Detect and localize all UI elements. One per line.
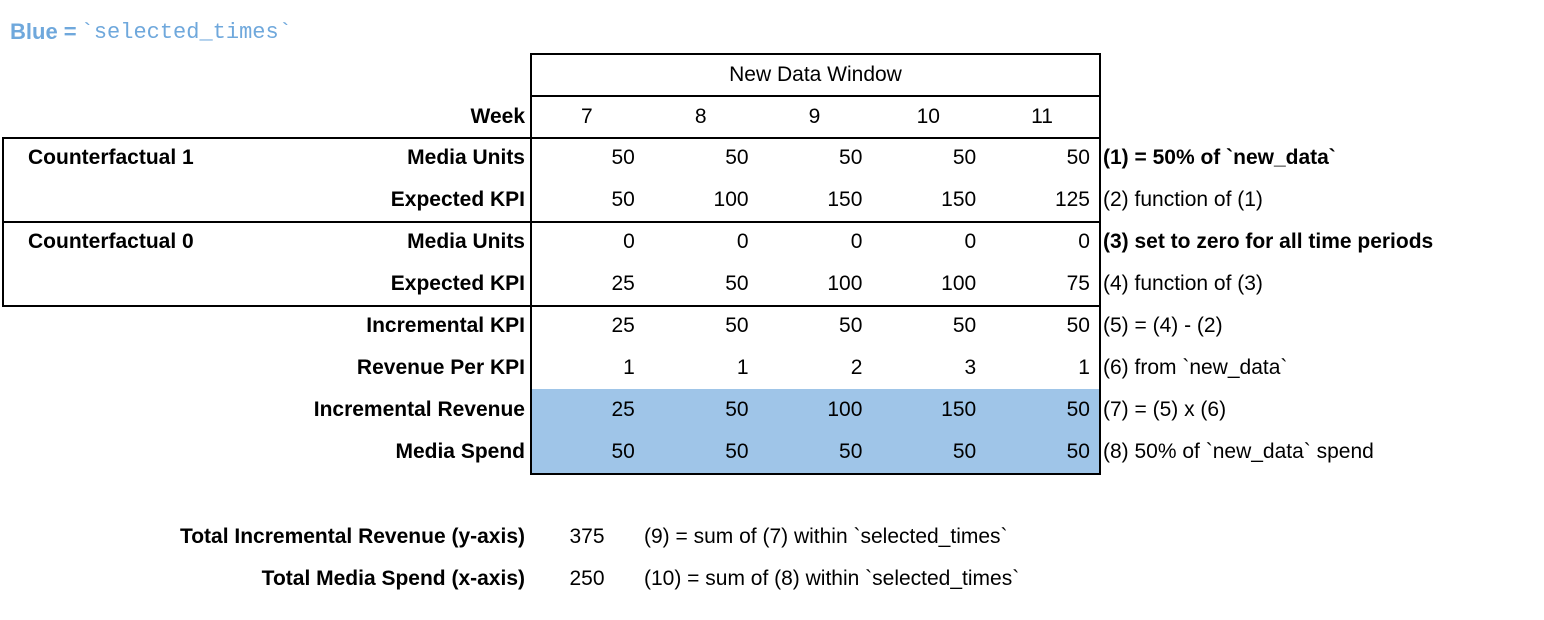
divider-cf0-derived — [532, 305, 1099, 307]
data-cell: 100 — [713, 188, 749, 211]
week-strip-borders — [530, 95, 1101, 139]
total-media-spend-label: Total Media Spend (x-axis) — [261, 567, 525, 590]
total-media-spend-value: 250 — [569, 567, 605, 590]
row-annotation-5: (5) = (4) - (2) — [1103, 314, 1223, 337]
data-cell: 50 — [725, 440, 749, 463]
data-cell: 2 — [850, 356, 863, 379]
row-label-expected-kpi: Expected KPI — [390, 272, 525, 295]
row-label-incremental-kpi: Incremental KPI — [366, 314, 525, 337]
data-cell: 50 — [839, 440, 863, 463]
week-cell: 10 — [916, 105, 940, 128]
data-cell: 125 — [1054, 188, 1090, 211]
total-incremental-revenue-label: Total Incremental Revenue (y-axis) — [179, 525, 525, 548]
data-cell: 50 — [839, 314, 863, 337]
week-cells: 7 8 9 10 11 — [530, 95, 1099, 139]
data-cell: 3 — [964, 356, 977, 379]
page-title-code: `selected_times` — [80, 19, 292, 45]
total-incremental-revenue-value: 375 — [569, 525, 605, 548]
data-cell: 150 — [941, 188, 977, 211]
data-cell: 50 — [725, 146, 749, 169]
data-cell: 50 — [725, 314, 749, 337]
data-cell: 100 — [827, 398, 863, 421]
data-cell: 50 — [839, 146, 863, 169]
data-cell: 100 — [941, 272, 977, 295]
data-cell: 50 — [725, 398, 749, 421]
data-cell: 1 — [736, 356, 749, 379]
row-annotation-2: (2) function of (1) — [1103, 188, 1263, 211]
row-label-media-spend: Media Spend — [395, 440, 525, 463]
row-annotation-6: (6) from `new_data` — [1103, 356, 1288, 379]
total-incremental-revenue-annotation: (9) = sum of (7) within `selected_times` — [644, 525, 1008, 548]
week-cell: 11 — [1031, 105, 1053, 128]
data-cell: 50 — [611, 440, 635, 463]
data-cell: 0 — [623, 230, 635, 253]
row-annotation-8: (8) 50% of `new_data` spend — [1103, 440, 1374, 463]
week-label: Week — [470, 105, 525, 128]
row-cells-expected-kpi: 50 100 150 150 125 — [530, 179, 1099, 221]
data-cell: 1 — [623, 356, 635, 379]
row-cells-incremental-revenue: 25 50 100 150 50 — [530, 389, 1099, 431]
row-cells-media-units: 0 0 0 0 0 — [530, 221, 1099, 263]
data-cell: 50 — [952, 146, 977, 169]
data-cell: 50 — [1066, 398, 1090, 421]
total-media-spend-annotation: (10) = sum of (8) within `selected_times… — [644, 567, 1020, 590]
row-cells-expected-kpi: 25 50 100 100 75 — [530, 263, 1099, 305]
data-cell: 1 — [1078, 356, 1090, 379]
row-cells-media-spend: 50 50 50 50 50 — [530, 431, 1099, 473]
data-cell: 50 — [952, 314, 977, 337]
row-label-media-units: Media Units — [407, 230, 525, 253]
week-cell: 7 — [581, 105, 593, 128]
data-cell: 100 — [827, 272, 863, 295]
new-data-window-header: New Data Window — [729, 63, 902, 86]
data-cell: 150 — [827, 188, 863, 211]
counterfactual-0-label: Counterfactual 0 — [28, 230, 194, 253]
row-label-revenue-per-kpi: Revenue Per KPI — [356, 356, 525, 379]
data-cell: 50 — [611, 146, 635, 169]
data-cell: 50 — [611, 188, 635, 211]
data-cell: 25 — [611, 314, 635, 337]
row-annotation-3: (3) set to zero for all time periods — [1103, 230, 1434, 253]
divider-cf1-cf0 — [532, 221, 1099, 223]
data-cell: 50 — [1066, 314, 1090, 337]
counterfactual-1-label: Counterfactual 1 — [28, 146, 194, 169]
row-cells-media-units: 50 50 50 50 50 — [530, 137, 1099, 179]
week-cell: 9 — [808, 105, 821, 128]
row-cells-revenue-per-kpi: 1 1 2 3 1 — [530, 347, 1099, 389]
data-cell: 150 — [941, 398, 977, 421]
data-cell: 50 — [725, 272, 749, 295]
row-label-incremental-revenue: Incremental Revenue — [313, 398, 525, 421]
data-cell: 75 — [1066, 272, 1090, 295]
page-title: Blue = `selected_times` — [10, 16, 292, 48]
row-cells-incremental-kpi: 25 50 50 50 50 — [530, 305, 1099, 347]
data-cell: 0 — [736, 230, 749, 253]
row-annotation-7: (7) = (5) x (6) — [1103, 398, 1227, 421]
row-label-media-units: Media Units — [407, 146, 525, 169]
data-cell: 0 — [850, 230, 863, 253]
data-cell: 0 — [964, 230, 977, 253]
page-title-prefix: Blue = — [10, 19, 77, 44]
row-label-expected-kpi: Expected KPI — [390, 188, 525, 211]
data-cell: 25 — [611, 398, 635, 421]
data-cell: 50 — [952, 440, 977, 463]
row-annotation-4: (4) function of (3) — [1103, 272, 1263, 295]
data-cell: 50 — [1066, 146, 1090, 169]
data-cell: 25 — [611, 272, 635, 295]
new-data-window-box — [530, 53, 1101, 97]
data-cell: 0 — [1078, 230, 1090, 253]
data-table-box — [530, 137, 1101, 475]
row-annotation-1: (1) = 50% of `new_data` — [1103, 146, 1336, 169]
selected-times-highlight — [532, 389, 1099, 473]
week-cell: 8 — [694, 105, 707, 128]
data-cell: 50 — [1066, 440, 1090, 463]
